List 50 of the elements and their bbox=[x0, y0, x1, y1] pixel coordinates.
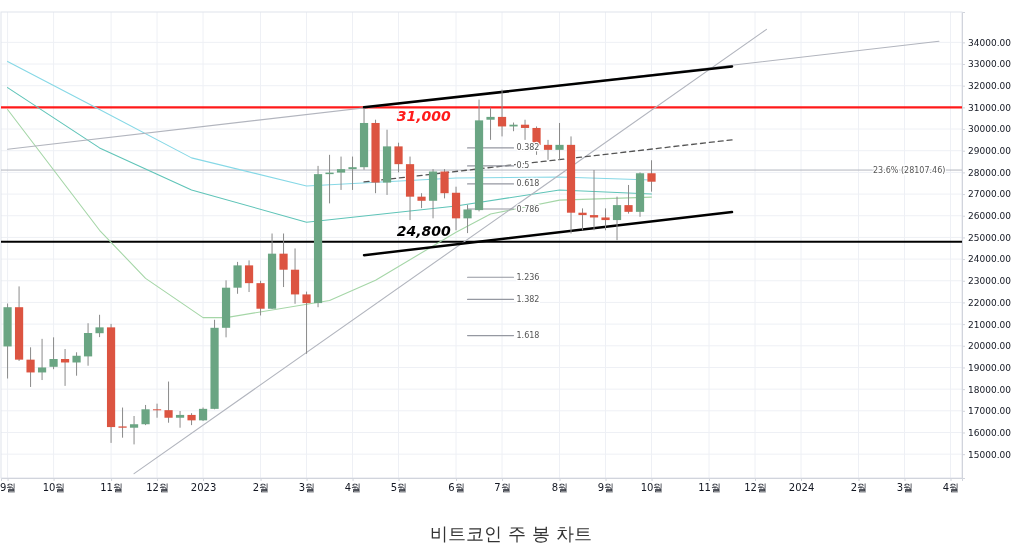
y-tick-label: 32000.00 bbox=[968, 81, 1012, 92]
x-tick-label: 10월 bbox=[640, 482, 664, 494]
annotation: 23.6% (28107.46) bbox=[873, 165, 946, 175]
y-tick-label: 16000.00 bbox=[968, 427, 1012, 438]
x-tick-label: 5월 bbox=[390, 482, 408, 494]
x-tick-label: 3월 bbox=[298, 482, 316, 494]
y-tick-label: 27000.00 bbox=[968, 189, 1012, 200]
x-tick-label: 6월 bbox=[448, 482, 465, 494]
x-tick-label: 11월 bbox=[100, 482, 123, 494]
x-tick-label: 12월 bbox=[146, 482, 169, 494]
x-tick-label: 11월 bbox=[698, 482, 721, 494]
y-tick-label: 33000.00 bbox=[968, 59, 1012, 70]
x-tick-label: 3월 bbox=[896, 482, 914, 494]
y-tick-label: 17000.00 bbox=[968, 406, 1012, 417]
x-tick-label: 9월 bbox=[597, 482, 615, 494]
annotation: 1.236 bbox=[516, 272, 540, 282]
y-tick-label: 23000.00 bbox=[968, 276, 1012, 287]
y-tick-label: 22000.00 bbox=[968, 297, 1012, 308]
x-tick-label: 2023 bbox=[190, 482, 217, 494]
y-tick-label: 20000.00 bbox=[968, 341, 1012, 352]
x-tick-label: 7월 bbox=[494, 482, 511, 494]
annotation: 1.618 bbox=[516, 331, 540, 341]
y-tick-label: 24000.00 bbox=[968, 254, 1012, 265]
annotation: 0.618 bbox=[516, 179, 540, 189]
ref-line-label: 24,800 bbox=[396, 222, 452, 239]
y-tick-label: 28000.00 bbox=[968, 167, 1012, 178]
annotation: 0.786 bbox=[516, 204, 540, 214]
annotation: 0.5 bbox=[516, 161, 530, 171]
annotation: 1.382 bbox=[516, 294, 540, 304]
x-tick-label: 2월 bbox=[850, 482, 868, 494]
y-tick-label: 31000.00 bbox=[968, 102, 1012, 113]
x-tick-label: 8월 bbox=[551, 482, 569, 494]
ref-line-label: 31,000 bbox=[396, 108, 452, 125]
y-tick-label: 34000.00 bbox=[968, 37, 1012, 48]
y-tick-label: 30000.00 bbox=[968, 124, 1012, 135]
y-tick-label: 15000.00 bbox=[968, 449, 1012, 460]
text: 비트코인 주 봉 차트 bbox=[430, 523, 592, 544]
y-tick-label: 18000.00 bbox=[968, 384, 1012, 395]
x-tick-label: 4월 bbox=[942, 482, 960, 494]
x-tick-label: 2024 bbox=[788, 482, 815, 494]
y-tick-label: 19000.00 bbox=[968, 362, 1012, 373]
x-tick-label: 9월 bbox=[0, 482, 17, 494]
y-tick-label: 26000.00 bbox=[968, 211, 1012, 222]
x-tick-label: 2월 bbox=[252, 482, 270, 494]
y-tick-label: 25000.00 bbox=[968, 232, 1012, 243]
x-tick-label: 12월 bbox=[744, 482, 767, 494]
x-tick-label: 4월 bbox=[344, 482, 362, 494]
y-tick-label: 21000.00 bbox=[968, 319, 1012, 330]
y-tick-label: 29000.00 bbox=[968, 146, 1012, 157]
x-tick-label: 10월 bbox=[42, 482, 66, 494]
